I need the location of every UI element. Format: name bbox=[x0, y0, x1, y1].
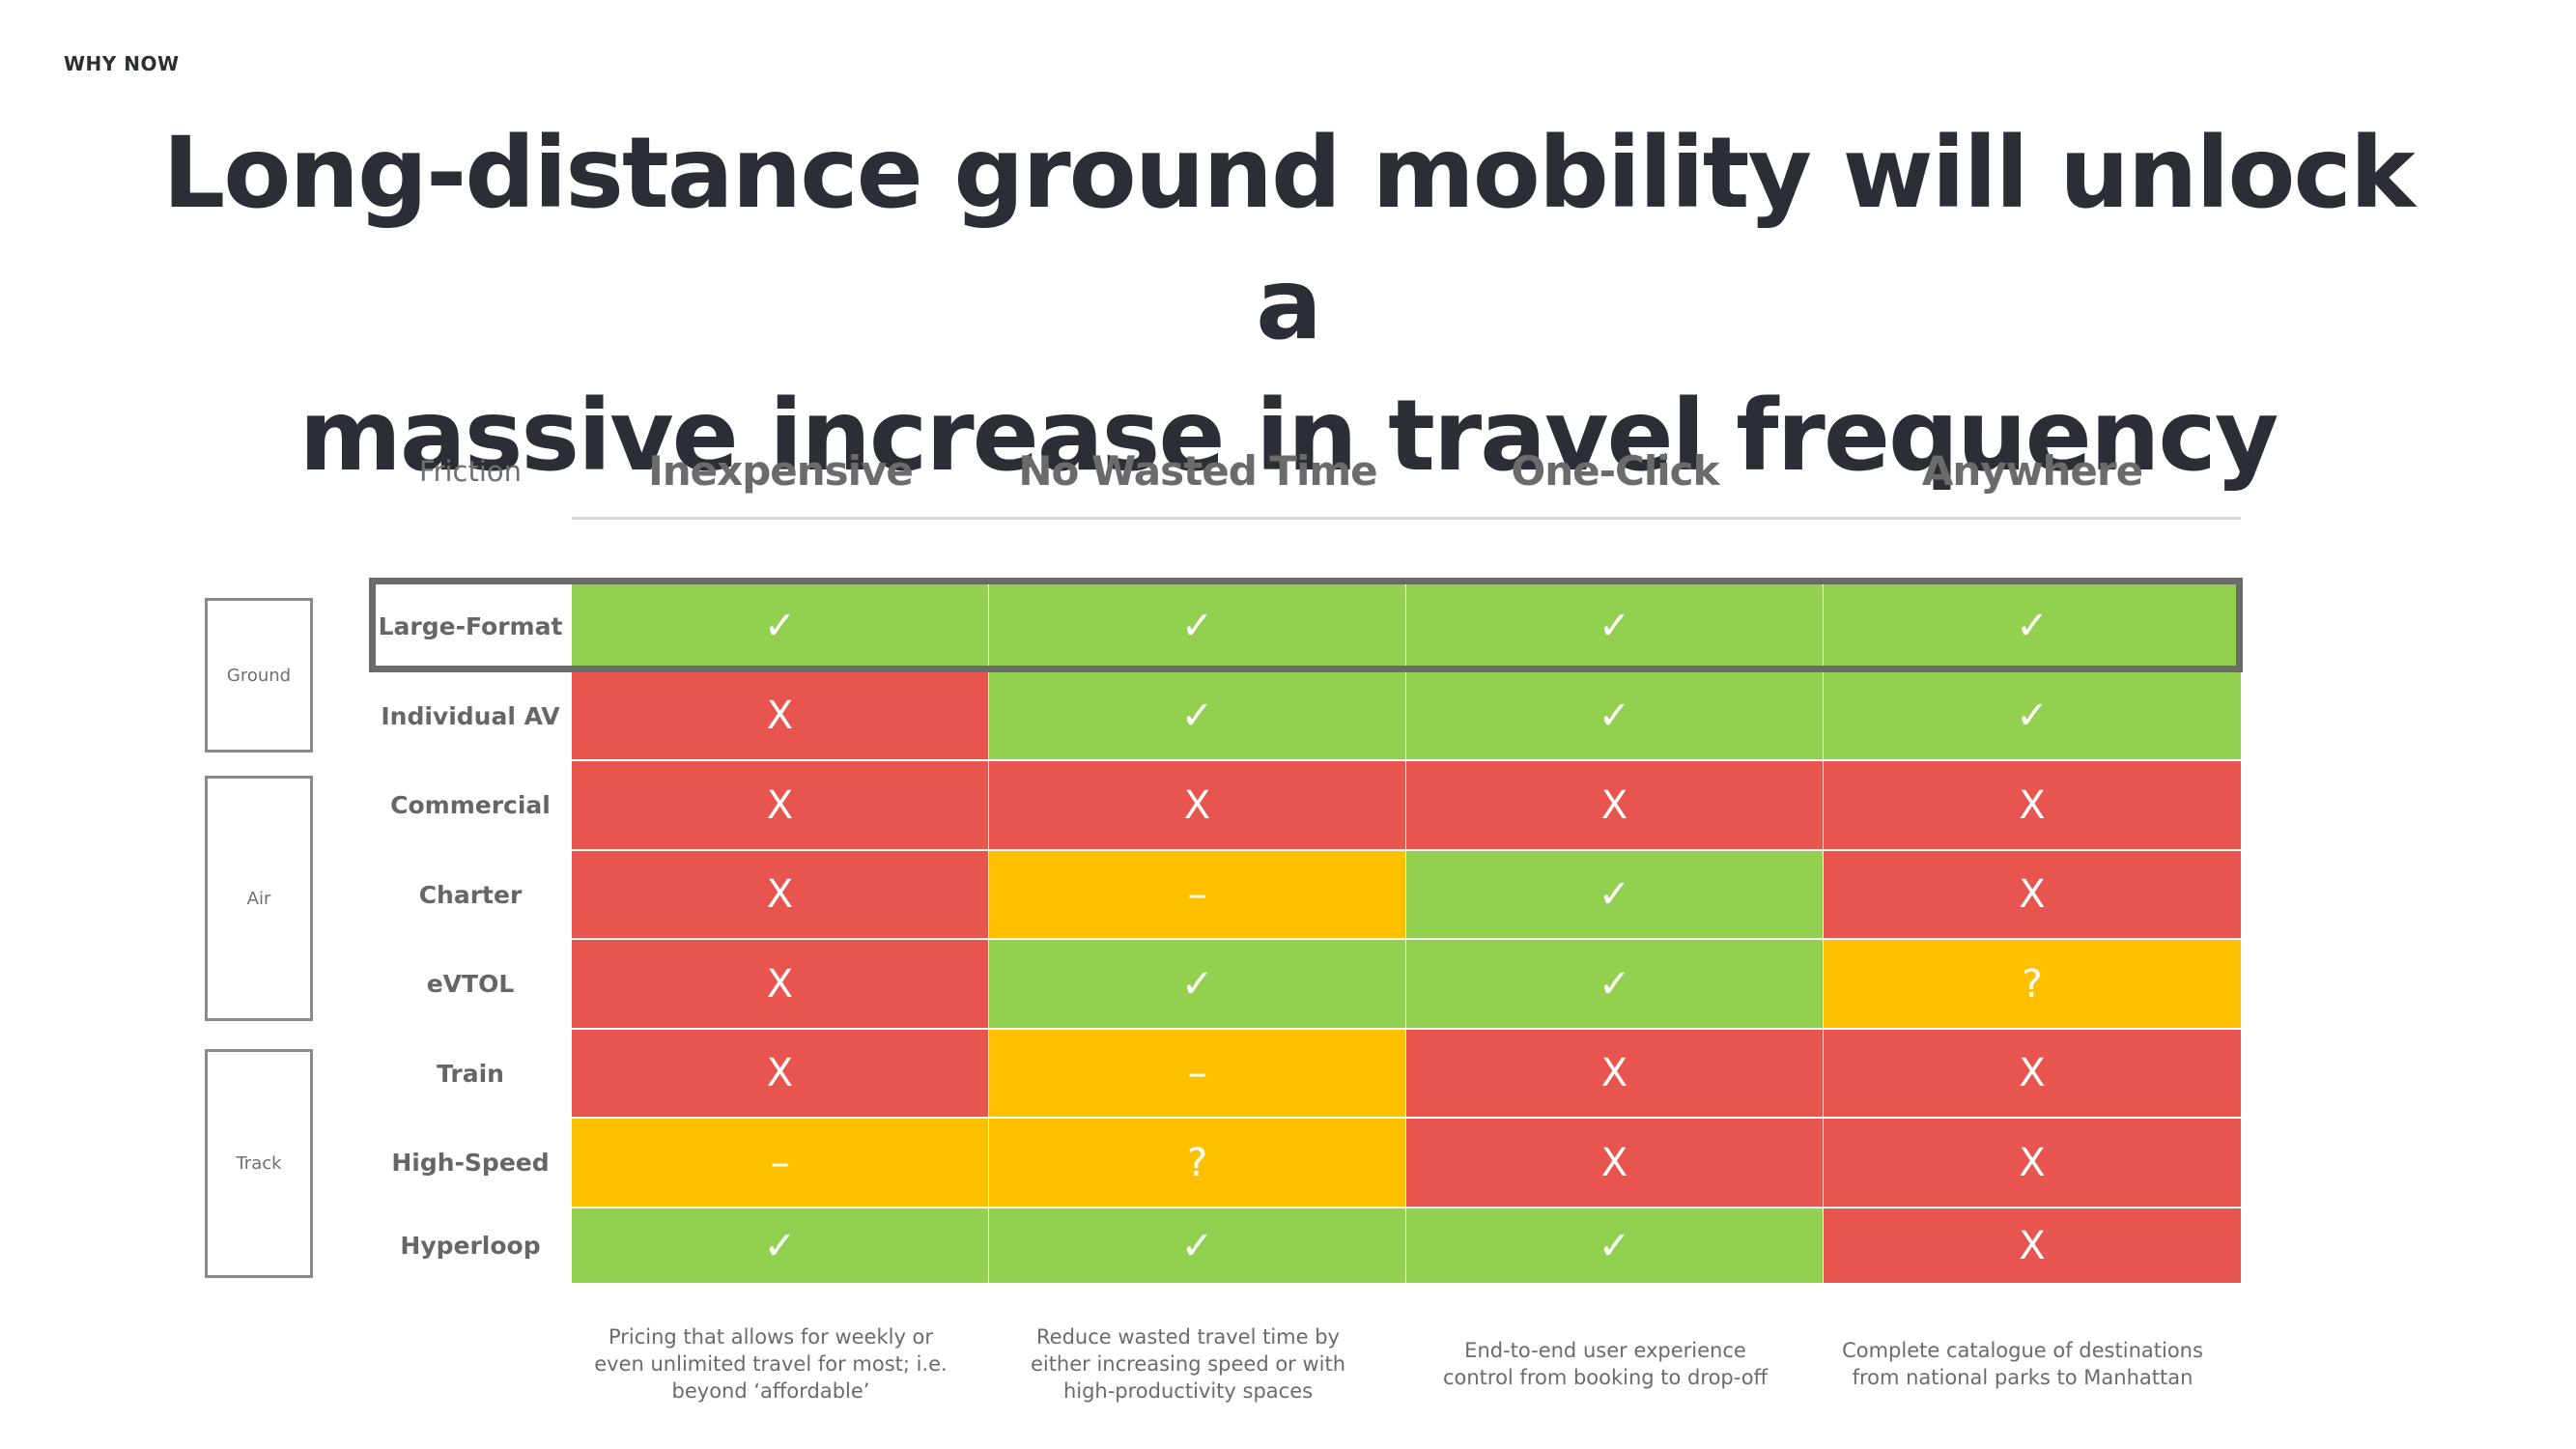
title-line-1: Long-distance ground mobility will unloc… bbox=[162, 116, 2415, 362]
group-box-ground: Ground bbox=[205, 598, 313, 753]
footnote-line: Complete catalogue of destinations bbox=[1842, 1339, 2203, 1362]
cell-individual-av-inexpensive: X bbox=[572, 672, 988, 759]
cell-individual-av-no-wasted-time: ✓ bbox=[989, 672, 1405, 759]
cell-individual-av-one-click: ✓ bbox=[1406, 672, 1823, 759]
cell-large-format-inexpensive: ✓ bbox=[572, 582, 988, 670]
cell-large-format-anywhere: ✓ bbox=[1824, 582, 2241, 670]
cell-large-format-one-click: ✓ bbox=[1406, 582, 1823, 670]
footnote-anywhere: Complete catalogue of destinations from … bbox=[1829, 1337, 2216, 1391]
group-box-track: Track bbox=[205, 1049, 313, 1278]
footnote-line: Pricing that allows for weekly or bbox=[608, 1325, 934, 1349]
cell-commercial-no-wasted-time: X bbox=[989, 761, 1405, 849]
cell-commercial-inexpensive: X bbox=[572, 761, 988, 849]
footnote-one-click: End-to-end user experience control from … bbox=[1412, 1337, 1798, 1391]
cell-commercial-one-click: X bbox=[1406, 761, 1823, 849]
cell-train-anywhere: X bbox=[1824, 1030, 2241, 1117]
cell-evtol-one-click: ✓ bbox=[1406, 940, 1823, 1028]
cell-large-format-no-wasted-time: ✓ bbox=[989, 582, 1405, 670]
row-label-commercial: Commercial bbox=[390, 791, 551, 819]
cell-commercial-anywhere: X bbox=[1824, 761, 2241, 849]
footnote-no-wasted-time: Reduce wasted travel time by either incr… bbox=[995, 1323, 1381, 1405]
cell-train-no-wasted-time: – bbox=[989, 1030, 1405, 1117]
column-header-anywhere: Anywhere bbox=[1921, 447, 2143, 495]
column-header-inexpensive: Inexpensive bbox=[648, 447, 914, 495]
footnote-line: either increasing speed or with bbox=[1030, 1352, 1346, 1376]
cell-charter-anywhere: X bbox=[1824, 851, 2241, 938]
cell-hyperloop-inexpensive: ✓ bbox=[572, 1208, 988, 1283]
page-title: Long-distance ground mobility will unloc… bbox=[135, 108, 2441, 502]
cell-evtol-no-wasted-time: ✓ bbox=[989, 940, 1405, 1028]
cell-high-speed-anywhere: X bbox=[1824, 1119, 2241, 1207]
title-line-2: massive increase in travel frequency bbox=[298, 379, 2279, 494]
row-label-charter: Charter bbox=[418, 880, 523, 909]
cell-train-one-click: X bbox=[1406, 1030, 1823, 1117]
footnote-line: even unlimited travel for most; i.e. bbox=[594, 1352, 948, 1376]
column-header-no-wasted-time: No Wasted Time bbox=[1018, 447, 1377, 495]
row-label-individual-av: Individual AV bbox=[381, 701, 560, 730]
column-header-one-click: One-Click bbox=[1511, 447, 1720, 495]
section-eyebrow: WHY NOW bbox=[64, 52, 180, 75]
cell-high-speed-no-wasted-time: ? bbox=[989, 1119, 1405, 1207]
footnote-line: End-to-end user experience bbox=[1464, 1339, 1746, 1362]
cell-hyperloop-one-click: ✓ bbox=[1406, 1208, 1823, 1283]
cell-evtol-inexpensive: X bbox=[572, 940, 988, 1028]
footnote-line: from national parks to Manhattan bbox=[1852, 1366, 2194, 1389]
footnote-line: beyond ‘affordable’ bbox=[671, 1379, 870, 1403]
friction-label: Friction bbox=[418, 455, 523, 488]
cell-charter-one-click: ✓ bbox=[1406, 851, 1823, 938]
cell-train-inexpensive: X bbox=[572, 1030, 988, 1117]
cell-individual-av-anywhere: ✓ bbox=[1824, 672, 2241, 759]
header-divider bbox=[572, 517, 2241, 520]
footnote-inexpensive: Pricing that allows for weekly or even u… bbox=[578, 1323, 964, 1405]
row-label-evtol: eVTOL bbox=[426, 970, 515, 998]
row-label-hyperloop: Hyperloop bbox=[400, 1232, 541, 1260]
cell-charter-no-wasted-time: – bbox=[989, 851, 1405, 938]
footnote-line: Reduce wasted travel time by bbox=[1036, 1325, 1340, 1349]
footnote-line: high-productivity spaces bbox=[1062, 1379, 1314, 1403]
group-box-air: Air bbox=[205, 776, 313, 1021]
cell-charter-inexpensive: X bbox=[572, 851, 988, 938]
cell-hyperloop-no-wasted-time: ✓ bbox=[989, 1208, 1405, 1283]
cell-evtol-anywhere: ? bbox=[1824, 940, 2241, 1028]
row-label-large-format: Large-Format bbox=[378, 611, 563, 640]
cell-high-speed-one-click: X bbox=[1406, 1119, 1823, 1207]
cell-hyperloop-anywhere: X bbox=[1824, 1208, 2241, 1283]
row-label-high-speed: High-Speed bbox=[391, 1149, 550, 1177]
cell-high-speed-inexpensive: – bbox=[572, 1119, 988, 1207]
footnote-line: control from booking to drop-off bbox=[1442, 1366, 1769, 1389]
row-label-train: Train bbox=[437, 1059, 504, 1088]
